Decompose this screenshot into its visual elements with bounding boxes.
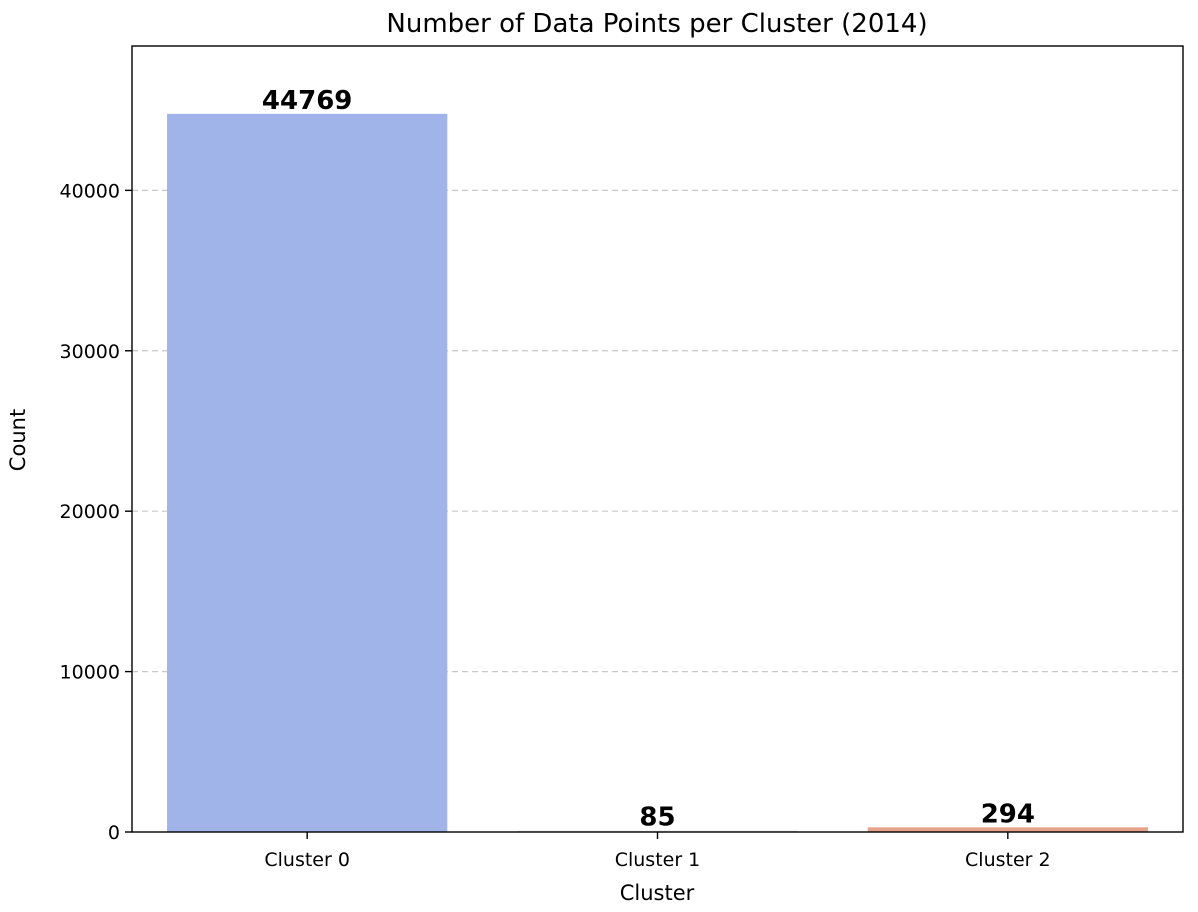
x-tick-label: Cluster 0 bbox=[264, 849, 350, 871]
bar-value-label: 85 bbox=[639, 803, 675, 833]
x-axis-label: Cluster bbox=[620, 881, 695, 905]
data-labels: 44769 85 294 bbox=[262, 86, 1035, 833]
bar-value-label: 44769 bbox=[262, 86, 352, 116]
y-tick-label: 30000 bbox=[60, 341, 120, 363]
y-axis-label: Count bbox=[6, 409, 30, 471]
y-axis-ticks: 0 10000 20000 30000 40000 bbox=[60, 180, 132, 844]
x-tick-label: Cluster 1 bbox=[615, 849, 701, 871]
bar-cluster-2 bbox=[867, 827, 1148, 832]
y-tick-label: 40000 bbox=[60, 180, 120, 202]
x-tick-label: Cluster 2 bbox=[965, 849, 1051, 871]
chart-title: Number of Data Points per Cluster (2014) bbox=[386, 9, 927, 39]
y-tick-label: 0 bbox=[108, 822, 120, 844]
y-tick-label: 10000 bbox=[60, 662, 120, 684]
y-tick-label: 20000 bbox=[60, 501, 120, 523]
bars bbox=[167, 113, 1148, 832]
x-axis-ticks: Cluster 0 Cluster 1 Cluster 2 bbox=[264, 832, 1051, 871]
bar-cluster-0 bbox=[167, 113, 448, 832]
bar-value-label: 294 bbox=[981, 799, 1035, 829]
